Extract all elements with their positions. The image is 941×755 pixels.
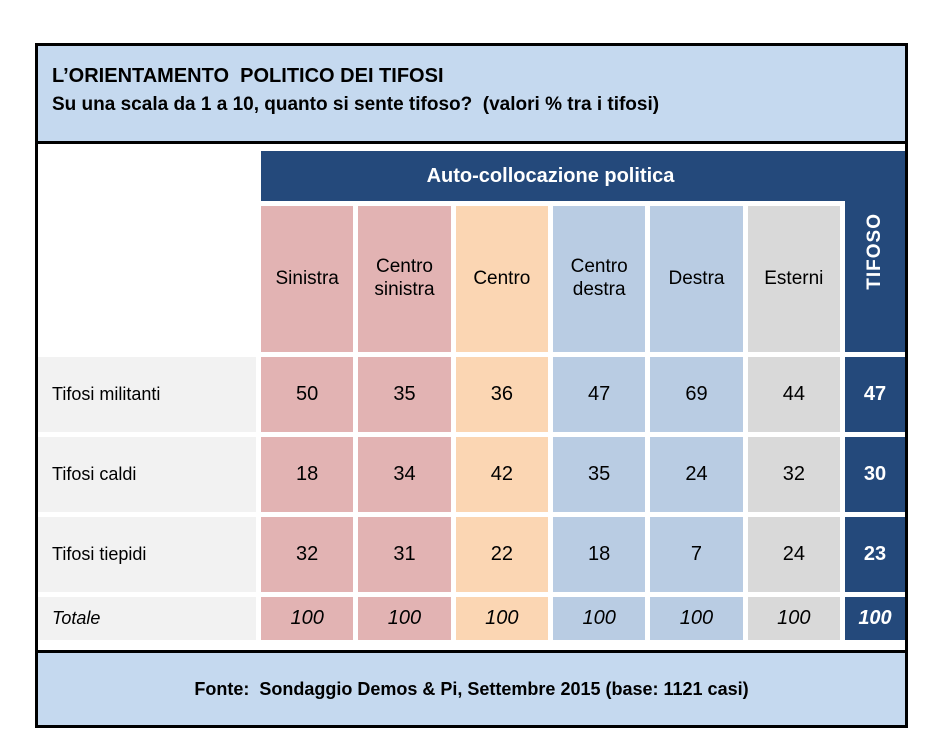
- cell-totale-centro-destra: 100: [553, 597, 646, 640]
- cell-tiepidi-centro-sinistra: 31: [358, 517, 451, 592]
- column-header-centro: Centro: [455, 206, 548, 352]
- cell-caldi-centro: 42: [455, 437, 548, 512]
- row-label-tifosi-tiepidi: Tifosi tiepidi: [38, 517, 256, 592]
- table-area: Auto-collocazione politica TIFOSO Sinist…: [38, 144, 905, 650]
- cell-militanti-centro-sinistra: 35: [358, 357, 451, 432]
- cell-totale-esterni: 100: [747, 597, 840, 640]
- cell-caldi-centro-sinistra: 34: [358, 437, 451, 512]
- data-table: Auto-collocazione politica TIFOSO Sinist…: [38, 151, 905, 640]
- row-label-tifosi-militanti: Tifosi militanti: [38, 357, 256, 432]
- cell-caldi-tifoso: 30: [845, 437, 905, 512]
- column-header-esterni: Esterni: [747, 206, 840, 352]
- cell-militanti-esterni: 44: [747, 357, 840, 432]
- cell-tiepidi-tifoso: 23: [845, 517, 905, 592]
- row-label-totale: Totale: [38, 597, 256, 640]
- cell-militanti-centro-destra: 47: [553, 357, 646, 432]
- source-note: Fonte: Sondaggio Demos & Pi, Settembre 2…: [194, 678, 749, 699]
- footer-band: Fonte: Sondaggio Demos & Pi, Settembre 2…: [38, 650, 905, 725]
- cell-totale-centro-sinistra: 100: [358, 597, 451, 640]
- slide-title: L’ORIENTAMENTO POLITICO DEI TIFOSI: [52, 65, 444, 87]
- cell-caldi-esterni: 32: [747, 437, 840, 512]
- cell-caldi-centro-destra: 35: [553, 437, 646, 512]
- tifoso-vertical-label: TIFOSO: [864, 213, 885, 290]
- group-header-auto-collocazione: Auto-collocazione politica: [261, 151, 840, 201]
- cell-totale-sinistra: 100: [261, 597, 354, 640]
- cell-militanti-sinistra: 50: [261, 357, 354, 432]
- cell-tiepidi-esterni: 24: [747, 517, 840, 592]
- column-header-sinistra: Sinistra: [261, 206, 354, 352]
- row-label-tifosi-caldi: Tifosi caldi: [38, 437, 256, 512]
- cell-totale-destra: 100: [650, 597, 743, 640]
- cell-totale-tifoso: 100: [845, 597, 905, 640]
- cell-tiepidi-centro-destra: 18: [553, 517, 646, 592]
- title-band: L’ORIENTAMENTO POLITICO DEI TIFOSI Su un…: [38, 46, 905, 144]
- cell-caldi-sinistra: 18: [261, 437, 354, 512]
- column-header-destra: Destra: [650, 206, 743, 352]
- cell-tiepidi-sinistra: 32: [261, 517, 354, 592]
- cell-tiepidi-destra: 7: [650, 517, 743, 592]
- cell-militanti-destra: 69: [650, 357, 743, 432]
- column-header-tifoso: TIFOSO: [840, 151, 905, 352]
- slide-frame: L’ORIENTAMENTO POLITICO DEI TIFOSI Su un…: [35, 43, 908, 728]
- cell-militanti-centro: 36: [455, 357, 548, 432]
- slide-subtitle: Su una scala da 1 a 10, quanto si sente …: [52, 94, 660, 115]
- cell-militanti-tifoso: 47: [845, 357, 905, 432]
- column-header-centro-destra: Centro destra: [553, 206, 646, 352]
- cell-tiepidi-centro: 22: [455, 517, 548, 592]
- column-header-centro-sinistra: Centro sinistra: [358, 206, 451, 352]
- cell-totale-centro: 100: [455, 597, 548, 640]
- cell-caldi-destra: 24: [650, 437, 743, 512]
